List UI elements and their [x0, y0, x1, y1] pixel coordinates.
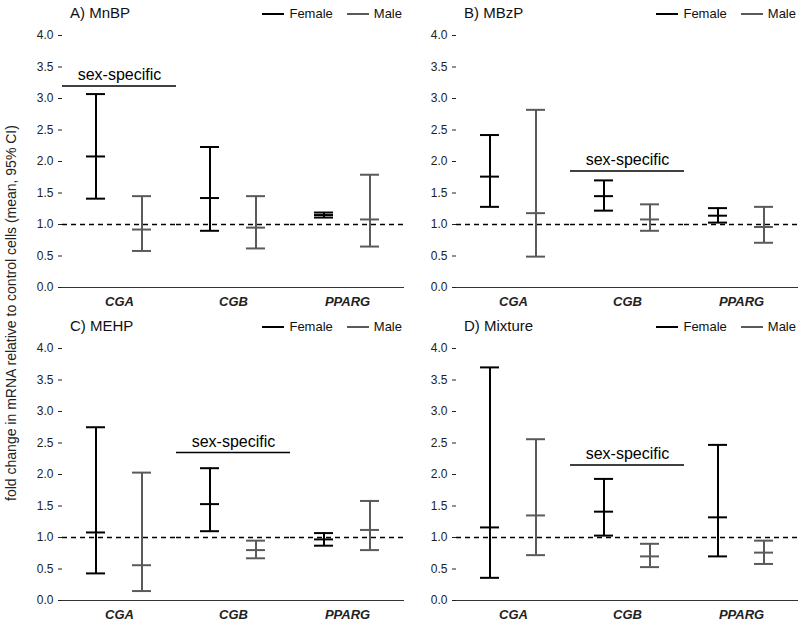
svg-text:1.5: 1.5: [431, 186, 448, 200]
svg-text:2.5: 2.5: [431, 436, 448, 450]
html-text:Male: Male: [373, 319, 402, 334]
html-text:C) MEHP: C) MEHP: [70, 317, 134, 334]
svg-text:sex-specific: sex-specific: [192, 433, 276, 450]
svg-text:2.5: 2.5: [37, 123, 54, 137]
svg-text:2.0: 2.0: [431, 154, 448, 168]
svg-text:PPARG: PPARG: [325, 294, 370, 309]
html-text:fold change in mRNA relative t: fold change in mRNA relative to control …: [3, 125, 19, 501]
svg-text:1.5: 1.5: [431, 499, 448, 513]
svg-text:2.0: 2.0: [37, 467, 54, 481]
html-text:Male: Male: [373, 6, 402, 21]
svg-text:4.0: 4.0: [431, 341, 448, 355]
svg-text:PPARG: PPARG: [719, 294, 764, 309]
html-text:Female: Female: [683, 319, 727, 334]
svg-text:3.0: 3.0: [37, 91, 54, 105]
svg-text:0.5: 0.5: [431, 249, 448, 263]
svg-text:CGB: CGB: [613, 294, 642, 309]
svg-text:CGA: CGA: [499, 607, 528, 622]
svg-text:3.5: 3.5: [37, 373, 54, 387]
svg-text:CGA: CGA: [499, 294, 528, 309]
svg-text:0.0: 0.0: [37, 593, 54, 607]
svg-text:3.5: 3.5: [37, 60, 54, 74]
html-text:D) Mixture: D) Mixture: [464, 317, 534, 334]
svg-text:2.5: 2.5: [37, 436, 54, 450]
svg-text:4.0: 4.0: [37, 28, 54, 42]
svg-text:2.0: 2.0: [37, 154, 54, 168]
svg-text:3.0: 3.0: [431, 404, 448, 418]
svg-text:CGA: CGA: [105, 607, 134, 622]
svg-text:1.0: 1.0: [37, 217, 54, 231]
svg-text:0.5: 0.5: [431, 562, 448, 576]
svg-text:3.0: 3.0: [37, 404, 54, 418]
svg-text:1.0: 1.0: [37, 530, 54, 544]
svg-text:CGB: CGB: [613, 607, 642, 622]
svg-text:4.0: 4.0: [431, 28, 448, 42]
svg-text:2.0: 2.0: [431, 467, 448, 481]
svg-text:4.0: 4.0: [37, 341, 54, 355]
svg-text:0.0: 0.0: [431, 280, 448, 294]
svg-text:0.0: 0.0: [431, 593, 448, 607]
svg-text:2.5: 2.5: [431, 123, 448, 137]
svg-text:PPARG: PPARG: [325, 607, 370, 622]
svg-text:PPARG: PPARG: [719, 607, 764, 622]
html-text:A) MnBP: A) MnBP: [70, 4, 130, 21]
svg-text:1.0: 1.0: [431, 217, 448, 231]
html-text:Female: Female: [683, 6, 727, 21]
svg-text:sex-specific: sex-specific: [586, 151, 670, 168]
svg-text:sex-specific: sex-specific: [586, 445, 670, 462]
svg-text:1.5: 1.5: [37, 186, 54, 200]
html-text:B) MBzP: B) MBzP: [464, 4, 524, 21]
html-text:Male: Male: [767, 319, 796, 334]
svg-text:3.5: 3.5: [431, 373, 448, 387]
svg-text:0.5: 0.5: [37, 562, 54, 576]
svg-text:CGB: CGB: [219, 294, 248, 309]
svg-text:3.0: 3.0: [431, 91, 448, 105]
svg-text:1.0: 1.0: [431, 530, 448, 544]
svg-text:3.5: 3.5: [431, 60, 448, 74]
html-text:Female: Female: [289, 319, 333, 334]
html-text:Female: Female: [289, 6, 333, 21]
svg-text:0.0: 0.0: [37, 280, 54, 294]
svg-text:1.5: 1.5: [37, 499, 54, 513]
svg-text:0.5: 0.5: [37, 249, 54, 263]
svg-text:CGB: CGB: [219, 607, 248, 622]
html-text:Male: Male: [767, 6, 796, 21]
svg-text:CGA: CGA: [105, 294, 134, 309]
svg-text:sex-specific: sex-specific: [78, 66, 162, 83]
